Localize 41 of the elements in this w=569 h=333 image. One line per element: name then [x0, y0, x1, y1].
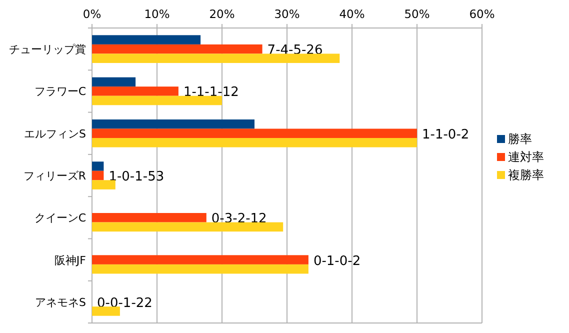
- bar: [92, 264, 308, 274]
- bar: [92, 222, 284, 232]
- bar: [92, 180, 116, 190]
- legend-label: 連対率: [508, 150, 544, 164]
- bar: [92, 44, 262, 54]
- legend-label: 勝率: [508, 132, 532, 146]
- bar: [92, 255, 308, 264]
- legend-label: 複勝率: [508, 168, 544, 182]
- bar: [92, 96, 222, 106]
- data-label: 1-1-0-2: [422, 127, 470, 142]
- x-tick-label: 30%: [274, 7, 300, 21]
- bar: [92, 213, 206, 222]
- y-tick-label: チューリップ賞: [9, 43, 86, 56]
- data-label: 1-1-1-12: [183, 85, 239, 100]
- data-label: 0-0-1-22: [97, 296, 152, 311]
- bar: [92, 86, 178, 96]
- y-tick-label: フラワーC: [34, 85, 86, 98]
- x-tick-label: 50%: [404, 7, 430, 21]
- data-label: 1-0-1-53: [108, 170, 164, 184]
- bar: [92, 54, 340, 63]
- bar: [92, 119, 254, 129]
- bar: [92, 35, 201, 44]
- y-tick-label: フィリーズR: [23, 170, 86, 182]
- x-tick-label: 0%: [82, 7, 102, 21]
- bar: [92, 128, 417, 138]
- data-label: 0-1-0-2: [313, 254, 361, 269]
- data-label: 7-4-5-26: [267, 43, 323, 58]
- x-tick-label: 40%: [339, 7, 365, 21]
- y-tick-label: クイーンC: [34, 212, 86, 225]
- y-tick-label: アネモネS: [35, 296, 86, 309]
- y-tick-label: 阪神JF: [54, 254, 86, 267]
- y-tick-label: エルフィンS: [24, 127, 86, 140]
- data-label: 0-3-2-12: [211, 212, 267, 227]
- x-tick-label: 20%: [209, 7, 235, 21]
- bar: [92, 306, 120, 316]
- x-tick-label: 10%: [144, 7, 170, 21]
- bar: [92, 170, 104, 180]
- bar: [92, 77, 136, 87]
- bar: [92, 138, 417, 148]
- bar: [92, 162, 104, 171]
- x-tick-label: 60%: [469, 7, 495, 21]
